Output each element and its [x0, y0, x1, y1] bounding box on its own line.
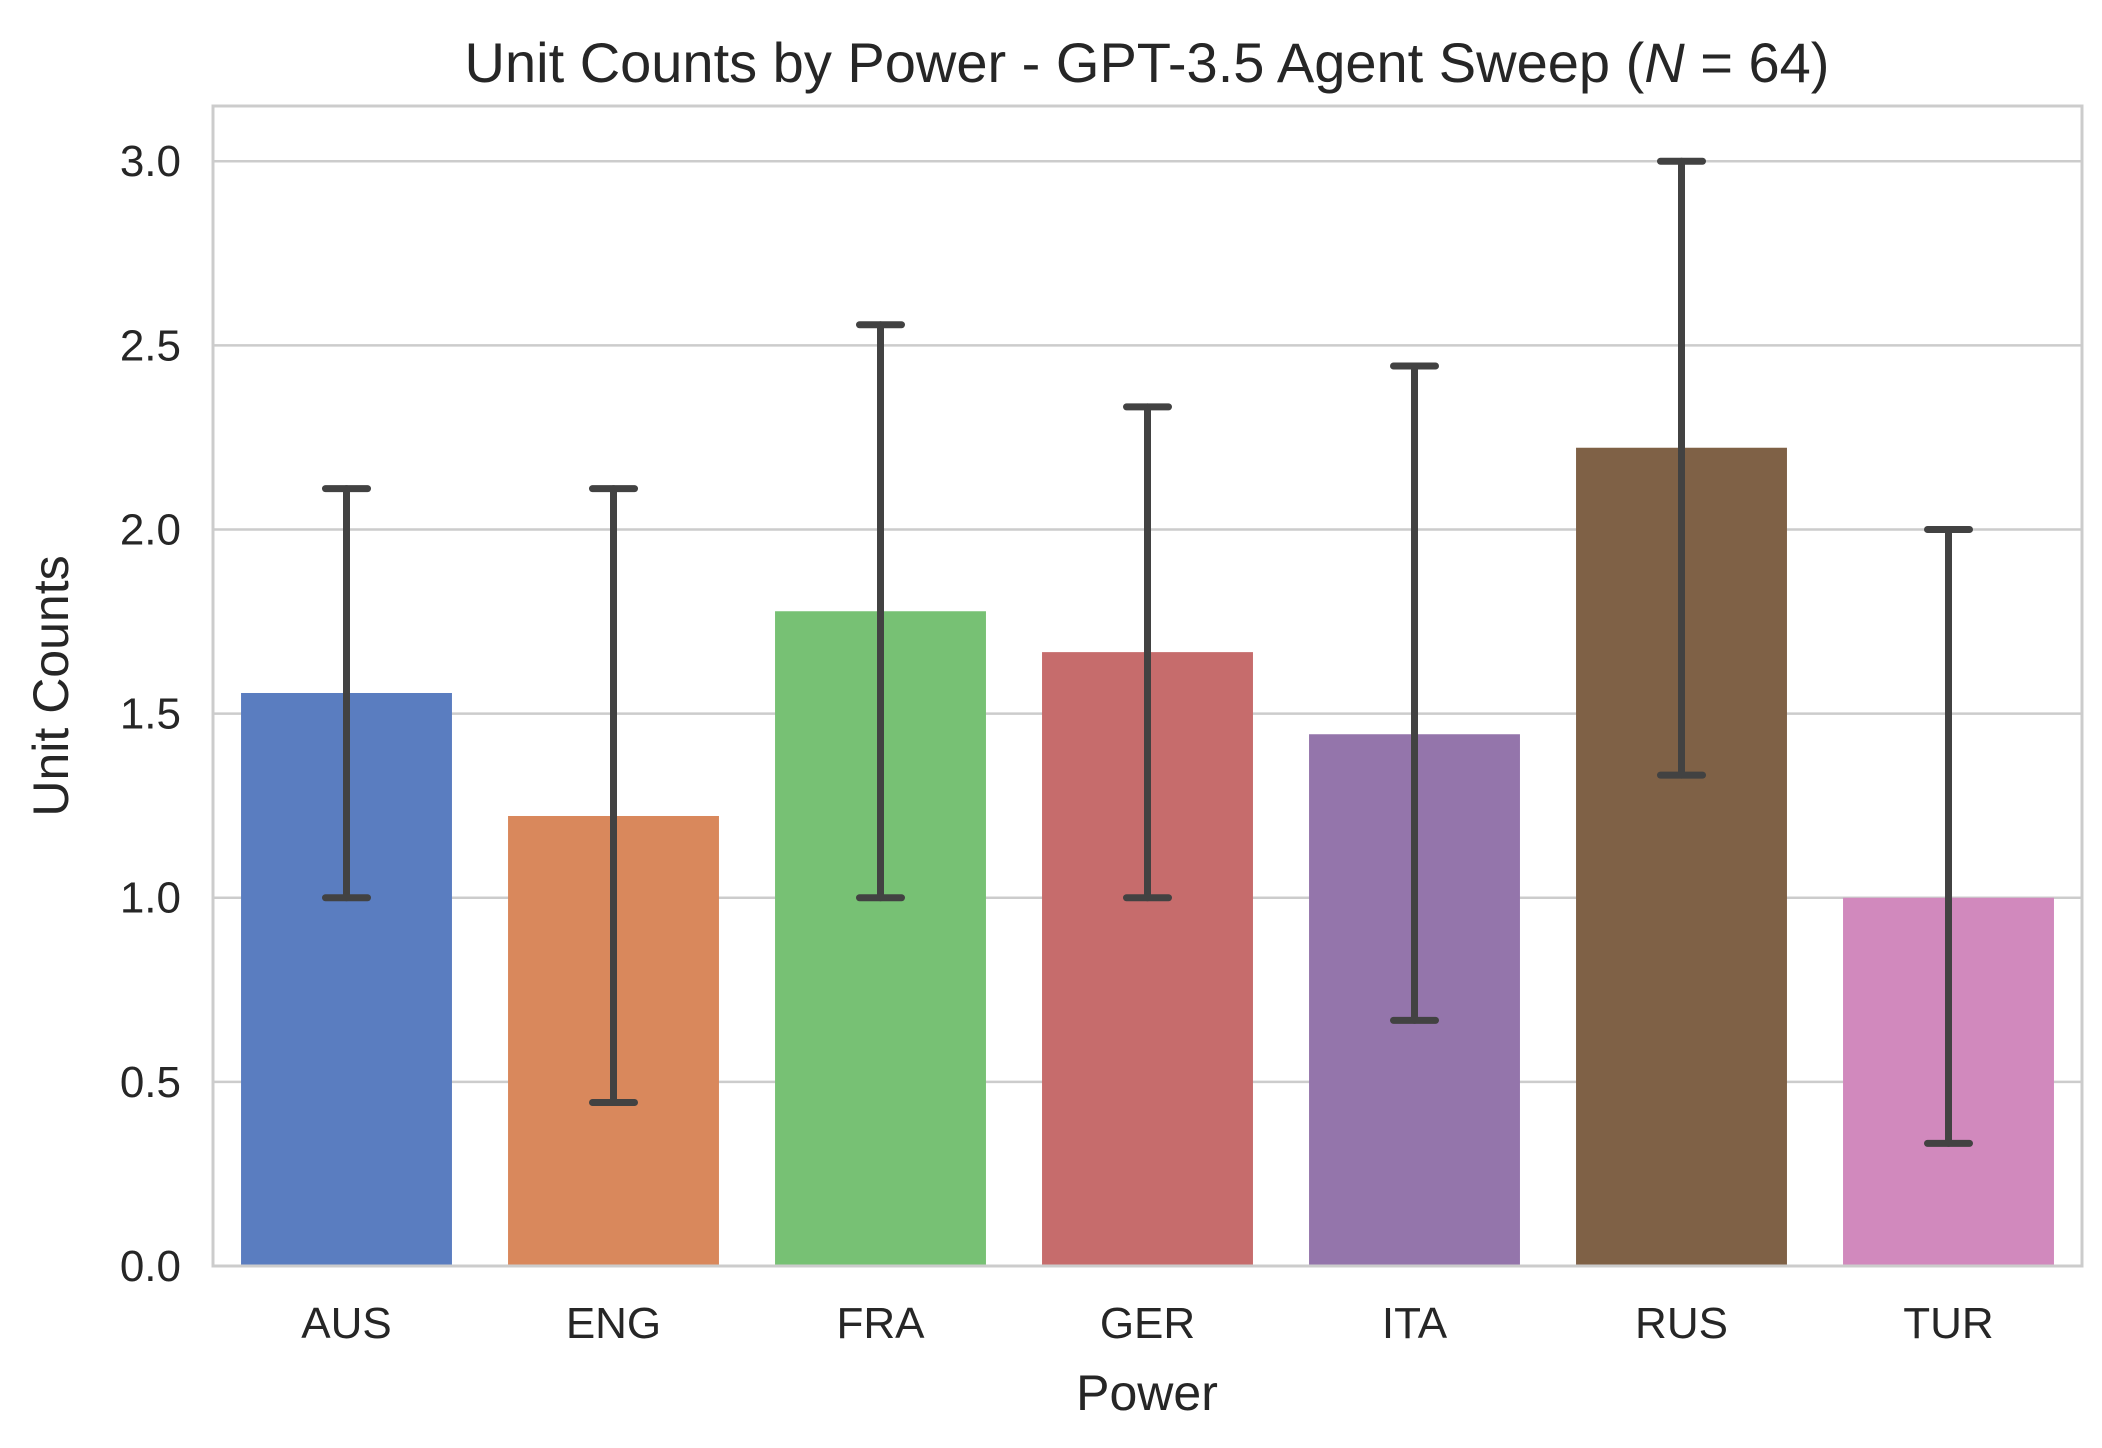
- y-tick-labels: 0.0 0.5 1.0 1.5 2.0 2.5 3.0: [120, 137, 181, 1291]
- x-tick-label-tur: TUR: [1903, 1299, 1993, 1348]
- x-tick-label-rus: RUS: [1635, 1299, 1728, 1348]
- error-bar-eng: [589, 485, 638, 1106]
- plot-frame: [211, 104, 2084, 1268]
- y-axis-label: Unit Counts: [23, 555, 79, 816]
- x-tick-label-aus: AUS: [301, 1299, 391, 1348]
- y-tick-label: 1.0: [120, 874, 181, 923]
- x-axis-label: Power: [1076, 1365, 1218, 1421]
- error-bar-ger: [1123, 403, 1172, 902]
- error-bar-aus: [322, 485, 371, 902]
- x-tick-labels: AUS ENG FRA GER ITA RUS TUR: [301, 1299, 1993, 1348]
- error-bar-ita: [1390, 362, 1439, 1024]
- error-bar-rus: [1657, 157, 1706, 779]
- y-tick-label: 2.5: [120, 321, 181, 370]
- error-bar-fra: [856, 321, 905, 902]
- y-tick-label: 1.5: [120, 690, 181, 739]
- y-tick-label: 0.5: [120, 1058, 181, 1107]
- error-bar-tur: [1924, 525, 1973, 1147]
- y-tick-label: 0.0: [120, 1242, 181, 1291]
- error-bars: [322, 157, 1973, 1147]
- x-tick-label-fra: FRA: [837, 1299, 926, 1348]
- y-tick-label: 2.0: [120, 505, 181, 554]
- y-tick-label: 3.0: [120, 137, 181, 186]
- x-tick-label-eng: ENG: [566, 1299, 661, 1348]
- chart-title: Unit Counts by Power - GPT-3.5 Agent Swe…: [465, 31, 1830, 94]
- x-tick-label-ger: GER: [1100, 1299, 1195, 1348]
- x-tick-label-ita: ITA: [1382, 1299, 1448, 1348]
